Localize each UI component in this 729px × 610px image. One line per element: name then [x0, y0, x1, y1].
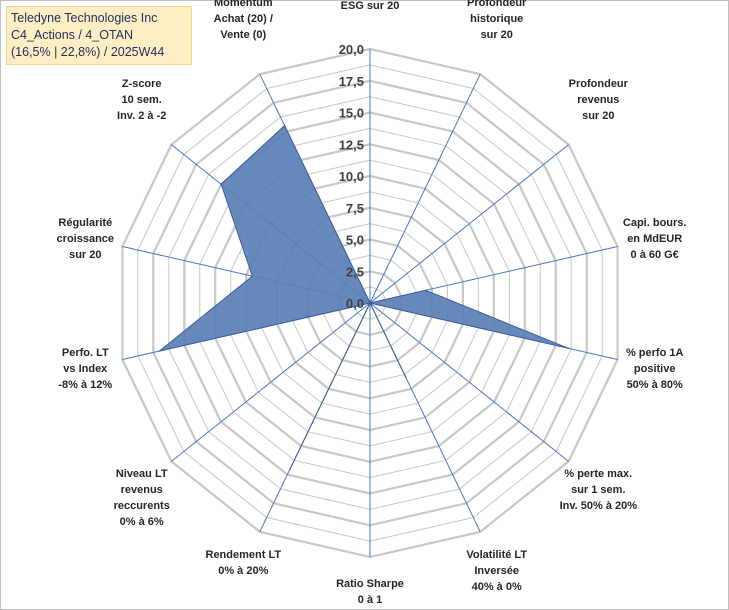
axis-label: Rendement LT 0% à 20% — [206, 549, 282, 577]
axis-label-line: 0 à 60 G€ — [631, 249, 679, 261]
axis-label-line: Profondeur — [467, 0, 527, 9]
axis-spoke — [171, 302, 371, 462]
axis-label-line: sur 20 — [582, 110, 614, 122]
tick-label: 15,0 — [339, 106, 364, 121]
radar-axis-labels: NoteESG sur 20 Profondeur historique sur 20… — [57, 0, 687, 606]
axis-label-line: Inv. 50% à 20% — [560, 500, 638, 512]
axis-label-line: Ratio Sharpe — [336, 578, 404, 590]
series-point — [369, 302, 371, 304]
tick-label: 10,0 — [339, 169, 364, 184]
axis-label-line: revenus — [121, 484, 163, 496]
axis-spoke — [369, 144, 569, 304]
axis-label: Niveau LT revenus reccurents 0% à 6% — [114, 468, 170, 528]
axis-label-line: ESG sur 20 — [341, 0, 400, 12]
axis-label: Perfo. LT vs Index -8% à 12% — [58, 347, 112, 391]
axis-label: Régularité croissance sur 20 — [57, 217, 114, 261]
axis-label: Profondeur revenus sur 20 — [569, 78, 629, 122]
radar-series — [158, 124, 569, 470]
axis-label: Z-score 10 sem. Inv. 2 à -2 — [117, 78, 166, 122]
tick-label: 5,0 — [346, 233, 364, 248]
axis-label-line: sur 20 — [69, 249, 101, 261]
axis-label: Ratio Sharpe 0 à 1 — [336, 578, 404, 606]
axis-label-line: Perfo. LT — [62, 347, 109, 359]
axis-spoke — [369, 302, 569, 462]
axis-label-line: Vente (0) — [220, 29, 266, 41]
axis-label-line: 50% à 80% — [627, 379, 683, 391]
axis-label-line: Volatilité LT — [466, 549, 527, 561]
series-point — [283, 124, 286, 127]
axis-label-line: -8% à 12% — [58, 379, 112, 391]
axis-label-line: sur 20 — [480, 29, 512, 41]
axis-label-line: croissance — [57, 233, 114, 245]
title-stats: (16,5% | 22,8%) / 2025W44 — [11, 45, 165, 59]
axis-label-line: 0% à 6% — [120, 516, 164, 528]
tick-label: 2,5 — [346, 264, 364, 279]
axis-label-line: historique — [470, 13, 523, 25]
axis-label: % perfo 1A positive 50% à 80% — [626, 347, 684, 391]
axis-label-line: Capi. bours. — [623, 217, 687, 229]
series-point — [220, 183, 222, 185]
axis-label-line: % perfo 1A — [626, 347, 684, 359]
axis-label-line: Régularité — [58, 217, 112, 229]
tick-label: 7,5 — [346, 201, 364, 216]
axis-label-line: positive — [634, 363, 676, 375]
radar-tick-labels: 0,0 2,5 5,0 7,5 10,0 12,5 15,0 17,5 20,0 — [339, 42, 364, 311]
series-point — [289, 468, 291, 470]
axis-spoke — [369, 73, 481, 304]
axis-label: Capi. bours. en MdEUR 0 à 60 G€ — [623, 217, 687, 261]
axis-label-line: Achat (20) / — [214, 13, 273, 25]
series-point — [567, 347, 569, 350]
axis-label: % perte max. sur 1 sem. Inv. 50% à 20% — [560, 468, 638, 512]
title-category: C4_Actions / 4_OTAN — [11, 28, 134, 42]
series-point — [158, 350, 161, 352]
axis-label: Momentum Achat (20) / Vente (0) — [214, 0, 273, 41]
axis-label: Profondeur historique sur 20 — [467, 0, 527, 41]
tick-label: 20,0 — [339, 42, 364, 57]
axis-label-line: Niveau LT — [116, 468, 168, 480]
title-company: Teledyne Technologies Inc — [11, 11, 158, 25]
axis-label-line: Z-score — [122, 78, 162, 90]
axis-label-line: Rendement LT — [206, 549, 282, 561]
series-point — [424, 289, 427, 292]
axis-label-line: revenus — [577, 94, 619, 106]
axis-label-line: % perte max. — [564, 468, 632, 480]
axis-label-line: sur 1 sem. — [571, 484, 625, 496]
axis-label-line: vs Index — [63, 363, 108, 375]
axis-label-line: Inversée — [474, 565, 519, 577]
tick-label: 12,5 — [339, 137, 364, 152]
axis-label-line: 40% à 0% — [472, 581, 522, 593]
axis-label-line: Profondeur — [569, 78, 629, 90]
axis-label: Volatilité LT Inversée 40% à 0% — [466, 549, 527, 593]
axis-label-line: 0 à 1 — [358, 594, 382, 606]
tick-label: 0,0 — [346, 296, 364, 311]
tick-label: 17,5 — [339, 74, 364, 89]
axis-label-line: 10 sem. — [122, 94, 162, 106]
axis-label: NoteESG sur 20 — [341, 0, 400, 12]
chart-title-box: Teledyne Technologies Inc C4_Actions / 4… — [6, 6, 192, 65]
axis-label-line: 0% à 20% — [218, 565, 268, 577]
axis-label-line: en MdEUR — [627, 233, 682, 245]
axis-label-line: reccurents — [114, 500, 170, 512]
series-point — [405, 376, 407, 379]
axis-label-line: Momentum — [214, 0, 273, 9]
series-point — [251, 275, 254, 278]
axis-label-line: Inv. 2 à -2 — [117, 110, 166, 122]
